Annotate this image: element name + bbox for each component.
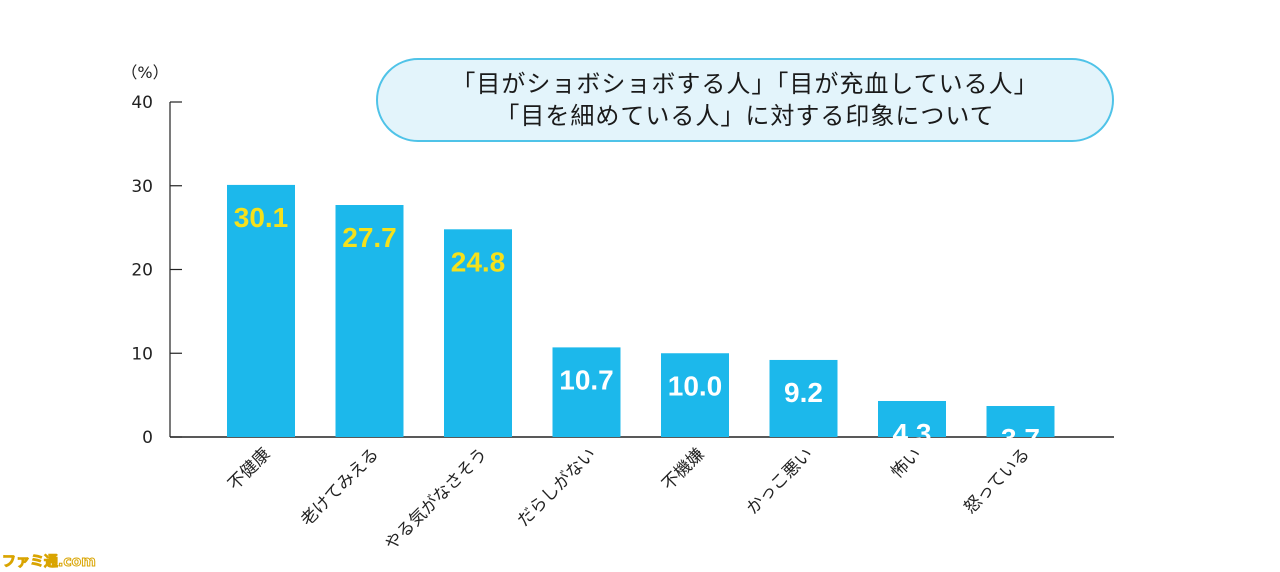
bar [227,184,295,437]
x-category-label: 不健康 [224,444,274,494]
bar-value-label: 4.3 [893,418,932,449]
y-axis-label: （%） [121,63,168,82]
chart-title-line-2: 「目を細めている人」に対する印象について [495,102,995,130]
chart-title-box: 「目がショボショボする人」「目が充血している人」 「目を細めている人」に対する印… [376,58,1114,142]
y-tick-label: 40 [131,93,153,113]
x-category-label: 怖い [887,444,925,482]
y-tick-label: 0 [142,428,153,448]
x-category-label: 怒っている [960,444,1034,518]
bar [769,359,838,437]
y-axis: 0 10 20 30 40 [131,93,1114,448]
bar [335,205,404,437]
y-tick-label: 20 [131,261,153,281]
watermark-logo: ファミ通.com [2,554,97,571]
bar [878,400,946,437]
chart-title-line-1: 「目がショボショボする人」「目が充血している人」 [451,70,1039,98]
bar-value-label: 24.8 [451,246,506,277]
bar [986,406,1055,437]
bars: 30.1 27.7 24.8 10.7 10.0 9.2 4.3 3.7 [227,184,1055,454]
y-tick-label: 10 [131,344,153,364]
x-category-label: だらしがない [514,444,600,530]
x-category-label: 不機嫌 [658,444,708,494]
bar [661,353,729,437]
bar-value-label: 27.7 [342,222,397,253]
bar [552,347,621,437]
bar-value-label: 10.0 [668,370,723,401]
bar [444,229,512,437]
bar-value-label: 30.1 [234,202,289,233]
bar-value-label: 9.2 [784,377,823,408]
bar-value-label: 3.7 [1001,423,1040,454]
x-category-label: かっこ悪い [743,444,817,518]
y-tick-label: 30 [131,177,153,197]
x-category-label: 老けてみえる [297,444,383,530]
x-category-label: やる気がなさそう [381,444,491,554]
bar-value-label: 10.7 [559,364,614,395]
